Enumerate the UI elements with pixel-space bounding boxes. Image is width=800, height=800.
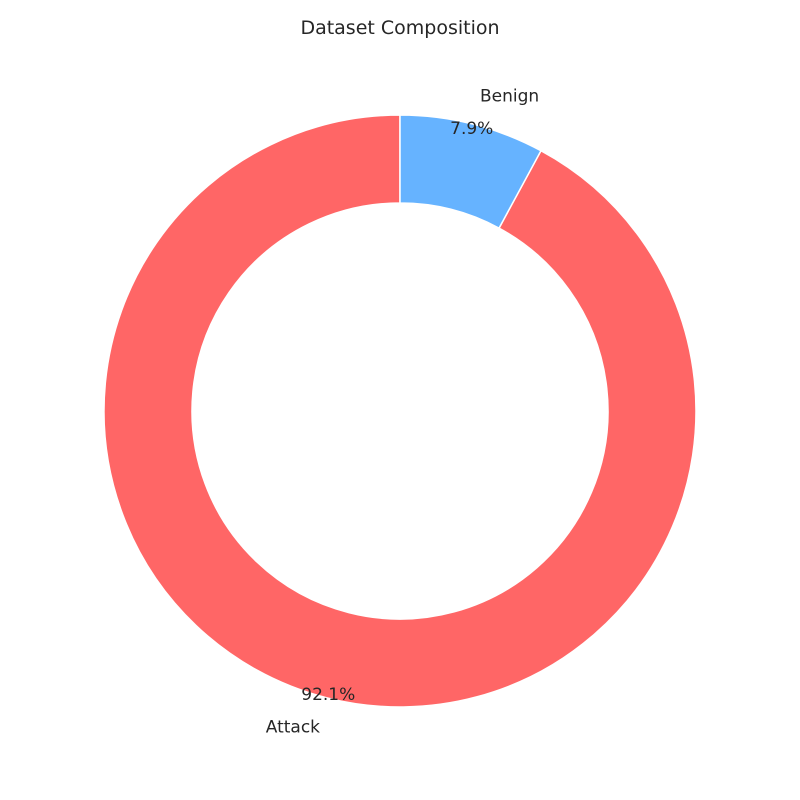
- pct-label-benign: 7.9%: [450, 119, 493, 139]
- slices-layer: [103, 114, 697, 708]
- pct-label-attack: 92.1%: [301, 685, 355, 705]
- slice-label-attack: Attack: [266, 718, 320, 738]
- labels-layer: Attack 92.1% Benign 7.9%: [266, 86, 539, 737]
- slice-label-benign: Benign: [480, 86, 539, 106]
- slice-benign: [399, 114, 542, 230]
- slice-attack: [103, 114, 697, 708]
- chart-title: Dataset Composition: [300, 17, 499, 39]
